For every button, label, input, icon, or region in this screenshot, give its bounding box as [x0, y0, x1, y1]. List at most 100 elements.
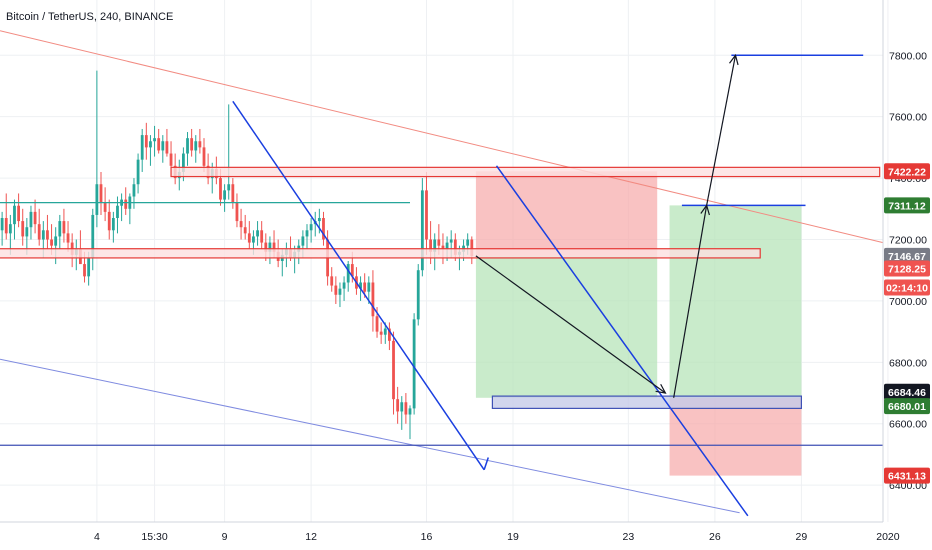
candle-body: [371, 282, 375, 317]
candle-body: [379, 331, 383, 335]
x-tick-label: 29: [796, 531, 808, 543]
y-tick-label: 6600.00: [889, 419, 927, 431]
candle-body: [66, 233, 70, 243]
candle-body: [99, 184, 103, 203]
arrow-line: [475, 255, 666, 394]
candle-body: [383, 328, 387, 335]
short-target-zone: [475, 255, 658, 398]
candle-body: [0, 218, 4, 231]
candle-body: [4, 218, 8, 234]
candle-body: [330, 276, 334, 286]
candle-body: [157, 138, 161, 151]
drawing-zones: [475, 171, 802, 476]
candle-body: [334, 285, 338, 295]
arrow-line: [673, 205, 708, 398]
candle-body: [149, 141, 152, 148]
candle-body: [13, 205, 16, 225]
resistance-zone: [170, 166, 881, 178]
candle-body: [243, 227, 247, 234]
candle-body: [140, 135, 144, 160]
price-badge-label: 7128.25: [888, 264, 926, 276]
candle-body: [83, 264, 86, 277]
candle-body: [305, 230, 309, 237]
price-badge-label: 7422.22: [888, 166, 926, 178]
channel-upper-line: [0, 30, 884, 244]
x-tick-label: 26: [709, 531, 721, 543]
trend-line: [232, 100, 485, 471]
candle-body: [124, 199, 128, 209]
candle-body: [165, 141, 169, 154]
candle-body: [41, 230, 45, 240]
candle-body: [453, 239, 457, 255]
countdown-label: 02:14:10: [886, 283, 928, 295]
candle-body: [268, 242, 272, 252]
candle-body: [375, 316, 379, 332]
candle-body: [62, 221, 66, 234]
candle-body: [169, 153, 173, 166]
candle-body: [186, 138, 189, 154]
candle-body: [260, 230, 264, 243]
candle-body: [116, 205, 119, 219]
x-tick-label: 2020: [876, 531, 900, 543]
candle-body: [219, 178, 222, 200]
candle-body: [346, 264, 350, 283]
candle-body: [256, 230, 259, 237]
short-stop-zone: [475, 171, 658, 256]
trend-line: [495, 165, 749, 517]
candle-body: [445, 242, 449, 249]
candle-body: [136, 159, 140, 185]
candle-body: [367, 282, 371, 292]
candle-body: [433, 239, 437, 252]
candle-body: [400, 402, 404, 412]
support-zone: [491, 395, 802, 409]
candle-body: [338, 288, 342, 295]
candle-body: [425, 190, 428, 240]
candle-body: [29, 211, 33, 228]
candle-body: [227, 184, 231, 191]
candle-body: [408, 408, 412, 415]
candle-body: [247, 233, 251, 243]
y-tick-label: 7200.00: [889, 235, 927, 247]
candle-body: [252, 236, 255, 243]
x-tick-label: 23: [623, 531, 635, 543]
time-axis[interactable]: 4 15:30 9 12 16 19 23 26 29 2020: [94, 531, 900, 543]
candle-body: [441, 245, 445, 249]
candle-body: [153, 138, 156, 142]
countdown-badge: [884, 279, 930, 296]
price-badge: [884, 197, 930, 214]
candlestick-series: [0, 70, 474, 440]
candle-body: [8, 224, 12, 234]
candle-body: [46, 230, 49, 240]
candle-body: [21, 221, 25, 237]
candle-body: [359, 282, 362, 289]
y-tick-label: 7600.00: [889, 112, 927, 124]
candle-body: [392, 340, 395, 400]
candle-body: [25, 227, 29, 237]
candle-body: [416, 270, 420, 320]
price-badge-label: 7311.12: [888, 200, 926, 212]
candle-body: [50, 239, 53, 246]
candle-body: [161, 141, 165, 151]
candle-body: [412, 319, 416, 409]
candle-body: [87, 257, 91, 277]
candle-body: [317, 218, 321, 222]
price-badge: [884, 260, 930, 277]
price-badge-label: 6680.01: [888, 401, 926, 413]
candle-body: [350, 264, 354, 277]
candle-body: [95, 184, 99, 215]
price-badge-label: 6684.46: [888, 387, 926, 399]
candle-body: [388, 328, 391, 341]
candle-body: [420, 190, 424, 271]
candle-body: [111, 218, 115, 231]
candle-body: [342, 282, 346, 289]
resistance-zone: [0, 248, 761, 259]
long-stop-zone: [669, 397, 802, 476]
candle-body: [231, 184, 235, 203]
candle-body: [37, 224, 41, 240]
candle-body: [437, 239, 441, 246]
candle-body: [17, 205, 20, 222]
chart-title: Bitcoin / TetherUS, 240, BINANCE: [6, 11, 173, 23]
candle-body: [54, 236, 58, 246]
candle-body: [58, 221, 62, 237]
